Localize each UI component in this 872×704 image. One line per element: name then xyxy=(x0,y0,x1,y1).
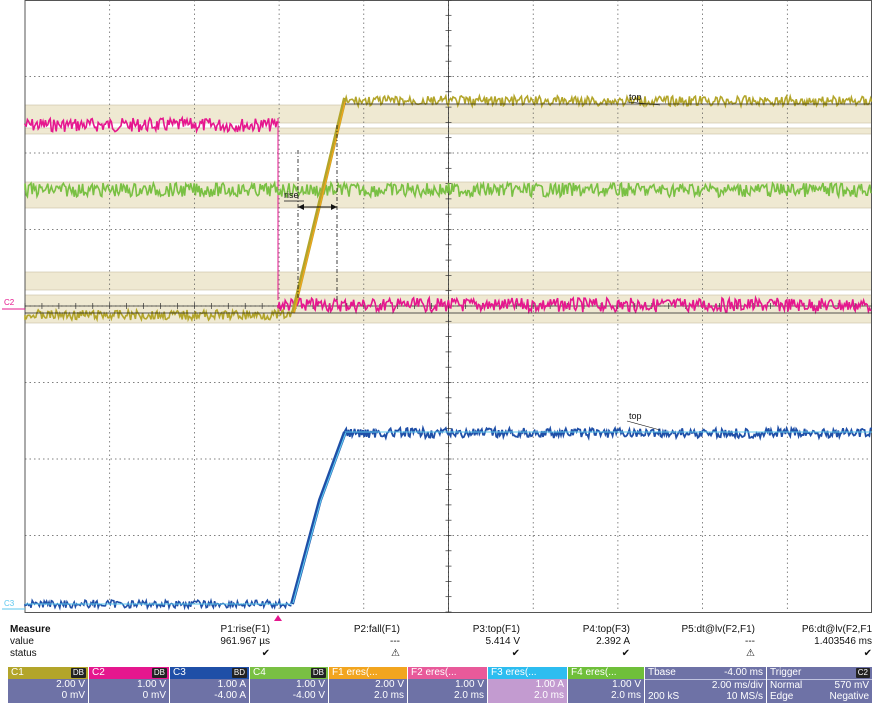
channel-c4-name: C4 xyxy=(253,667,266,678)
trigger-label: Trigger xyxy=(770,667,802,678)
trigger-position-marker xyxy=(274,615,282,621)
top-underline-f3 xyxy=(626,420,661,431)
p1-status: ✔ xyxy=(261,648,270,659)
p3-name[interactable]: P3:top(F1) xyxy=(472,624,520,635)
c2-ground-marker: C2 xyxy=(4,298,15,307)
math-f3-scale: 1.00 A xyxy=(535,679,564,690)
math-f2-name: F2 xyxy=(411,667,423,678)
p5-name[interactable]: P5:dt@lv(F2,F1) xyxy=(681,624,755,635)
top-label-f3: top xyxy=(629,411,642,421)
channel-c1-offset: 0 mV xyxy=(61,690,85,701)
math-f4-func: eres(... xyxy=(585,667,617,678)
p2-status: ⚠ xyxy=(391,648,400,659)
p5-value: --- xyxy=(745,636,755,647)
math-f4-box[interactable]: F4 eres(... 1.00 V 2.0 ms xyxy=(568,667,644,703)
p5-status: ⚠ xyxy=(746,648,755,659)
trigger-type: Edge xyxy=(770,691,794,702)
math-f4-name: F4 xyxy=(571,667,583,678)
p4-name[interactable]: P4:top(F3) xyxy=(582,624,630,635)
math-f4-scale: 1.00 V xyxy=(612,679,641,690)
channel-c3-scale: 1.00 A xyxy=(217,679,246,690)
p1-name[interactable]: P1:rise(F1) xyxy=(220,624,270,635)
channel-c1-box[interactable]: C1 DB 2.00 V 0 mV xyxy=(8,667,88,703)
p1-value: 961.967 µs xyxy=(220,636,270,647)
math-f4-timescale: 2.0 ms xyxy=(610,690,641,701)
p4-value: 2.392 A xyxy=(596,636,630,647)
timebase-div: 2.00 ms/div xyxy=(711,680,763,691)
p6-value: 1.403546 ms xyxy=(814,636,872,647)
trace-c1-low xyxy=(24,307,294,323)
math-f2-box[interactable]: F2 eres(... 1.00 V 2.0 ms xyxy=(408,667,487,703)
rise-label: rise xyxy=(284,190,299,200)
p2-name[interactable]: P2:fall(F1) xyxy=(353,624,400,635)
rise-arrow-head-left xyxy=(298,204,304,210)
channel-c1-name: C1 xyxy=(11,667,24,678)
p6-name[interactable]: P6:dt@lv(F2,F1 xyxy=(801,624,872,635)
channel-c4-scale: 1.00 V xyxy=(296,679,325,690)
trace-f3-rise xyxy=(292,431,347,604)
p3-status: ✔ xyxy=(511,648,520,659)
math-f1-timescale: 2.0 ms xyxy=(373,690,404,701)
channel-c3-box[interactable]: C3 BD 1.00 A -4.00 A xyxy=(170,667,249,703)
channel-c4-offset: -4.00 V xyxy=(292,690,325,701)
c3-ground-marker: C3 xyxy=(4,599,15,608)
channel-c2-tag: DB xyxy=(151,668,167,678)
rise-arrow-head-right xyxy=(331,204,337,210)
channel-c4-tag: DB xyxy=(310,668,326,678)
math-f3-func: eres(... xyxy=(505,667,537,678)
math-f1-box[interactable]: F1 eres(... 2.00 V 2.0 ms xyxy=(329,667,407,703)
trigger-slope: Negative xyxy=(829,691,869,702)
measurement-annotations: rise top top C2 C3 xyxy=(2,92,661,621)
channel-c2-name: C2 xyxy=(92,667,105,678)
trigger-channel: C2 xyxy=(855,668,870,678)
timebase-rate: 10 MS/s xyxy=(726,691,763,702)
trace-c3-rise xyxy=(290,431,347,605)
math-f3-timescale: 2.0 ms xyxy=(533,690,564,701)
channel-c2-box[interactable]: C2 DB 1.00 V 0 mV xyxy=(89,667,169,703)
p2-value: --- xyxy=(390,636,400,647)
math-f1-func: eres(... xyxy=(346,667,378,678)
trace-c1-rise xyxy=(291,97,347,314)
math-f1-name: F1 xyxy=(332,667,344,678)
waveform-traces xyxy=(24,93,872,611)
math-f3-box[interactable]: F3 eres(... 1.00 A 2.0 ms xyxy=(488,667,567,703)
trace-c3-high xyxy=(344,424,872,442)
trigger-box[interactable]: Trigger C2 Normal 570 mV Edge Negative xyxy=(767,667,872,703)
channel-c4-box[interactable]: C4 DB 1.00 V -4.00 V xyxy=(250,667,328,703)
top-label-f1: top xyxy=(629,92,642,102)
channel-descriptor-strip: C1 DB 2.00 V 0 mV C2 DB 1.00 V 0 mV C3 BD 1… xyxy=(0,665,872,704)
p6-status: ✔ xyxy=(863,648,872,659)
trigger-level: 570 mV xyxy=(834,680,869,691)
trigger-mode: Normal xyxy=(770,680,803,691)
channel-c3-offset: -4.00 A xyxy=(214,690,246,701)
math-f2-scale: 1.00 V xyxy=(455,679,484,690)
timebase-label: Tbase xyxy=(648,667,676,678)
timebase-samples: 200 kS xyxy=(648,691,680,702)
measure-title: Measure xyxy=(10,624,51,635)
channel-c1-tag: DB xyxy=(70,668,86,678)
measure-row-status-label: status xyxy=(10,648,37,659)
math-f2-func: eres(... xyxy=(425,667,457,678)
measure-table: Measure value status P1:rise(F1) 961.967… xyxy=(0,622,872,665)
measure-row-value-label: value xyxy=(10,636,34,647)
trace-c2-low xyxy=(277,294,872,315)
p3-value: 5.414 V xyxy=(485,636,520,647)
math-f2-timescale: 2.0 ms xyxy=(453,690,484,701)
channel-c2-scale: 1.00 V xyxy=(137,679,166,690)
trace-c4 xyxy=(24,180,872,200)
channel-c2-offset: 0 mV xyxy=(142,690,166,701)
timebase-box[interactable]: Tbase -4.00 ms 2.00 ms/div 200 kS 10 MS/… xyxy=(645,667,766,703)
p4-status: ✔ xyxy=(621,648,630,659)
channel-c1-scale: 2.00 V xyxy=(56,679,85,690)
math-f1-scale: 2.00 V xyxy=(375,679,404,690)
channel-c3-name: C3 xyxy=(173,667,186,678)
math-f3-name: F3 xyxy=(491,667,503,678)
timebase-offset: -4.00 ms xyxy=(724,667,763,678)
top-underline-f1 xyxy=(626,101,661,106)
channel-c3-tag: BD xyxy=(231,668,247,678)
trace-c2-high xyxy=(24,115,278,135)
